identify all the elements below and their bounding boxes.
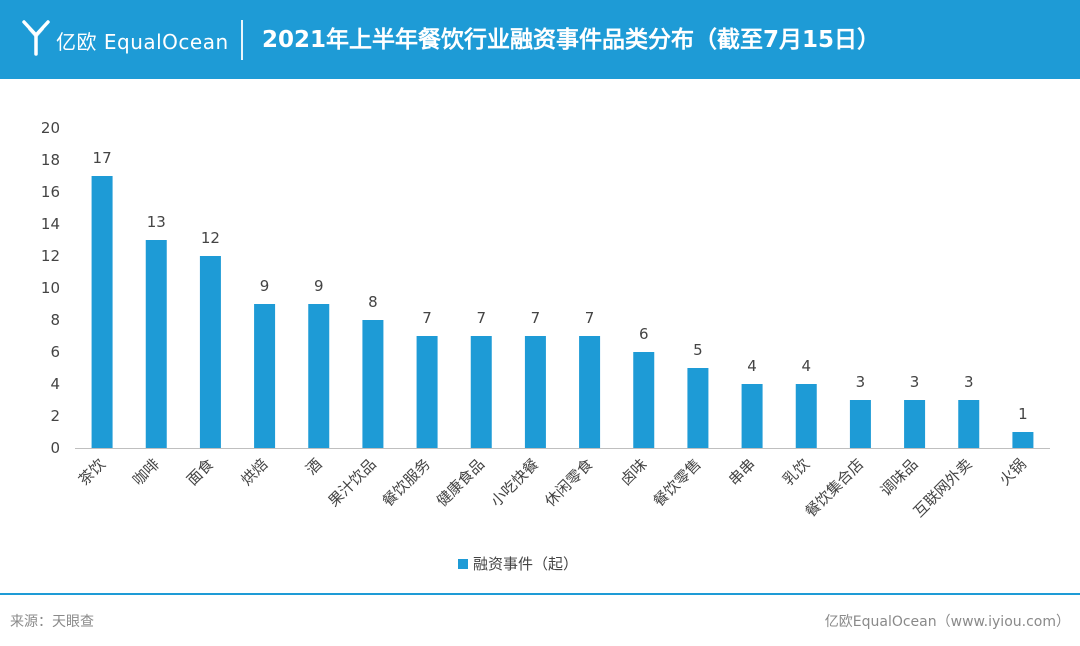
data-label: 1 <box>1018 405 1028 423</box>
bar <box>633 352 655 448</box>
y-tick-label: 8 <box>50 311 60 329</box>
bar <box>741 384 763 448</box>
bar <box>579 336 601 448</box>
bar <box>145 240 167 448</box>
category-label: 卤味 <box>617 455 651 489</box>
category-label: 烘焙 <box>237 455 271 489</box>
bar <box>524 336 546 448</box>
y-tick-label: 14 <box>41 215 60 233</box>
category-label: 餐饮服务 <box>379 455 434 510</box>
bar <box>849 400 871 448</box>
bar-chart: 0246810121416182017茶饮13咖啡12面食9烘焙9酒8果汁饮品7… <box>41 119 1050 573</box>
y-tick-label: 2 <box>50 407 60 425</box>
bar <box>308 304 330 448</box>
category-label: 餐饮集合店 <box>801 455 867 521</box>
y-tick-label: 6 <box>50 343 60 361</box>
footer-divider <box>0 593 1080 595</box>
y-tick-label: 10 <box>41 279 60 297</box>
data-label: 3 <box>910 373 920 391</box>
y-tick-label: 4 <box>50 375 60 393</box>
data-label: 7 <box>422 309 432 327</box>
bar <box>795 384 817 448</box>
y-tick-label: 12 <box>41 247 60 265</box>
category-label: 乳饮 <box>779 455 813 489</box>
brand-name: 亿欧 EqualOcean <box>56 30 229 54</box>
data-label: 7 <box>476 309 486 327</box>
data-label: 4 <box>801 357 811 375</box>
category-label: 火锅 <box>996 455 1030 489</box>
bar <box>254 304 276 448</box>
data-label: 9 <box>260 277 270 295</box>
category-label: 串串 <box>725 455 759 489</box>
bar <box>362 320 384 448</box>
category-label: 调味品 <box>877 455 922 500</box>
data-label: 6 <box>639 325 649 343</box>
bar <box>416 336 438 448</box>
category-label: 酒 <box>302 455 325 478</box>
header-divider <box>241 20 243 60</box>
data-label: 5 <box>693 341 703 359</box>
data-label: 3 <box>856 373 866 391</box>
data-label: 9 <box>314 277 324 295</box>
bar <box>1012 432 1034 448</box>
category-label: 面食 <box>183 455 217 489</box>
data-label: 7 <box>531 309 541 327</box>
credit-note: 亿欧EqualOcean（www.iyiou.com） <box>824 614 1070 630</box>
bar <box>199 256 221 448</box>
bar <box>958 400 980 448</box>
source-note: 来源：天眼查 <box>10 614 94 630</box>
bar <box>470 336 492 448</box>
category-label: 健康食品 <box>433 455 488 510</box>
y-tick-label: 0 <box>50 439 60 457</box>
y-tick-label: 16 <box>41 183 60 201</box>
equalocean-logo-icon <box>22 20 50 56</box>
y-tick-label: 18 <box>41 151 60 169</box>
category-label: 互联网外卖 <box>910 455 976 521</box>
category-label: 小吃快餐 <box>487 455 542 510</box>
legend-label: 融资事件（起） <box>473 555 578 573</box>
data-label: 12 <box>201 229 220 247</box>
bar <box>91 176 113 448</box>
data-label: 13 <box>147 213 166 231</box>
category-label: 咖啡 <box>129 455 163 489</box>
header-banner: 亿欧 EqualOcean 2021年上半年餐饮行业融资事件品类分布（截至7月1… <box>0 0 1080 79</box>
category-label: 茶饮 <box>75 455 109 489</box>
data-label: 3 <box>964 373 974 391</box>
data-label: 4 <box>747 357 757 375</box>
category-label: 果汁饮品 <box>325 455 380 510</box>
data-label: 8 <box>368 293 378 311</box>
data-label: 7 <box>585 309 595 327</box>
category-label: 休闲零食 <box>541 455 596 510</box>
bar <box>687 368 709 448</box>
data-label: 17 <box>93 149 112 167</box>
legend-swatch <box>458 559 468 569</box>
bar <box>904 400 926 448</box>
y-tick-label: 20 <box>41 119 60 137</box>
chart-title: 2021年上半年餐饮行业融资事件品类分布（截至7月15日） <box>262 27 881 53</box>
category-label: 餐饮零售 <box>650 455 705 510</box>
